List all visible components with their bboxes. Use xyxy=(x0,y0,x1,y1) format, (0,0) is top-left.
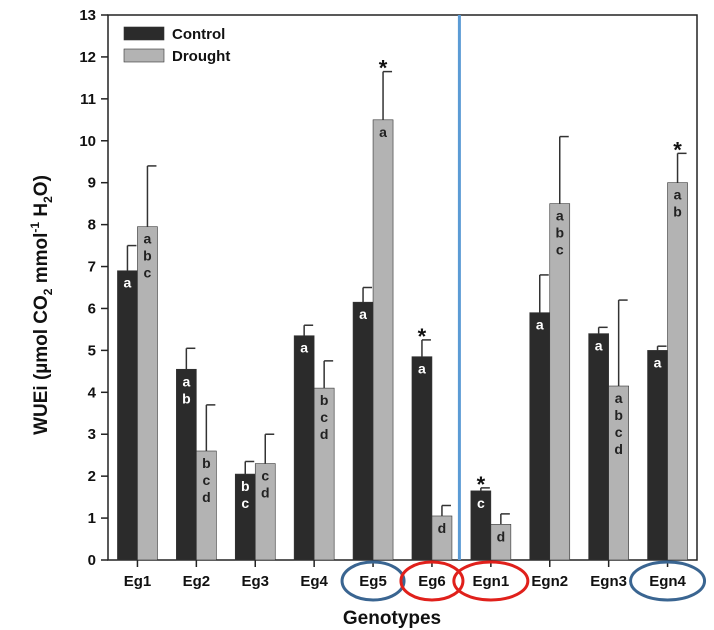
x-axis: Eg1 Eg2 Eg3 Eg4 Eg5 Eg6 Egn1 Egn2 Egn3 Egn4 xyxy=(124,560,687,590)
highlight-circle xyxy=(399,560,465,602)
y-tick-label: 4 xyxy=(88,384,97,401)
significance-letter: d xyxy=(497,528,506,544)
significance-letter: c xyxy=(615,424,623,440)
bar-control xyxy=(352,301,374,561)
y-tick-label: 2 xyxy=(88,468,96,485)
x-tick-label: Eg6 xyxy=(418,573,446,590)
y-title-part-d: O) xyxy=(31,175,52,196)
significance-letter: a xyxy=(556,208,564,224)
y-tick-label: 0 xyxy=(88,552,96,569)
significance-star: * xyxy=(379,56,388,81)
y-tick-label: 10 xyxy=(79,133,96,150)
highlight-circle xyxy=(340,560,406,602)
y-tick-label: 12 xyxy=(79,49,96,66)
y-tick-label: 7 xyxy=(88,259,96,276)
y-tick-label: 3 xyxy=(88,426,96,443)
y-title-sub-1: 2 xyxy=(41,288,55,295)
significance-letter: b xyxy=(614,407,623,423)
x-tick-label: Eg3 xyxy=(241,573,269,590)
bar-control xyxy=(117,270,138,561)
significance-letter: b xyxy=(673,204,682,220)
bar-drought xyxy=(372,119,394,561)
significance-star: * xyxy=(418,324,427,349)
y-title-part-b: mmol xyxy=(31,233,52,289)
legend-label-drought: Drought xyxy=(172,48,230,65)
bar-control xyxy=(293,335,315,561)
plot-frame xyxy=(107,14,698,561)
significance-letter: a xyxy=(654,354,662,370)
x-axis-title: Genotypes xyxy=(343,608,441,629)
significance-letter: b xyxy=(182,390,191,406)
y-tick-label: 6 xyxy=(88,300,96,317)
significance-letter: c xyxy=(261,468,269,484)
significance-letter: b xyxy=(320,392,329,408)
significance-letter: d xyxy=(614,441,623,457)
y-tick-label: 1 xyxy=(88,510,96,527)
significance-letter: d xyxy=(202,489,211,505)
highlight-circle xyxy=(629,560,707,602)
bar-drought xyxy=(667,182,688,561)
significance-letter: c xyxy=(556,242,564,258)
significance-letter: b xyxy=(241,478,250,494)
y-title-sub-2: 2 xyxy=(41,196,55,203)
significance-letter: c xyxy=(320,409,328,425)
significance-letter: a xyxy=(379,124,387,140)
significance-letter: a xyxy=(418,361,426,377)
significance-letter: d xyxy=(320,426,329,442)
significance-letter: b xyxy=(555,225,564,241)
x-tick-label: Egn4 xyxy=(649,573,686,590)
bar-control xyxy=(647,350,668,561)
legend: Control Drought xyxy=(123,26,230,65)
significance-letter: a xyxy=(615,390,623,406)
x-tick-label: Egn2 xyxy=(531,573,568,590)
significance-letter: a xyxy=(300,340,308,356)
significance-letter: c xyxy=(241,495,249,511)
x-tick-label: Egn1 xyxy=(473,573,510,590)
x-tick-label: Eg5 xyxy=(359,573,387,590)
legend-swatch-control xyxy=(123,26,165,41)
significance-letter: a xyxy=(182,373,190,389)
x-tick-label: Eg2 xyxy=(183,573,211,590)
significance-letter: d xyxy=(438,520,447,536)
significance-letter: c xyxy=(477,495,485,511)
y-title-part-c: H xyxy=(31,203,52,222)
y-tick-label: 13 xyxy=(79,7,96,24)
significance-letter: a xyxy=(124,275,132,291)
significance-letter: c xyxy=(144,265,152,281)
x-tick-label: Egn3 xyxy=(590,573,627,590)
significance-letter: a xyxy=(595,338,603,354)
highlight-circle xyxy=(452,560,530,602)
x-tick-label: Eg4 xyxy=(300,573,328,590)
significance-letter: b xyxy=(143,248,152,264)
plot-area xyxy=(107,14,698,561)
x-tick-label: Eg1 xyxy=(124,573,152,590)
y-tick-label: 9 xyxy=(88,175,96,192)
y-tick-label: 11 xyxy=(80,91,96,108)
significance-letter: c xyxy=(202,472,210,488)
bar-control xyxy=(529,312,551,561)
significance-letter: a xyxy=(144,231,152,247)
significance-letter: b xyxy=(202,455,211,471)
y-title-part-a: WUEi (µmol CO xyxy=(31,295,52,435)
bar-control xyxy=(411,356,433,561)
y-tick-label: 8 xyxy=(88,217,96,234)
legend-label-control: Control xyxy=(172,26,225,43)
significance-letter: a xyxy=(536,317,544,333)
bar-control xyxy=(588,333,609,561)
significance-letter: d xyxy=(261,485,270,501)
overlays: * * * * xyxy=(340,15,707,602)
significance-star: * xyxy=(477,472,486,497)
y-axis-title: WUEi (µmol CO2 mmol-1 H2O) xyxy=(28,175,55,435)
significance-letter: a xyxy=(674,187,682,203)
legend-swatch-drought xyxy=(123,48,165,63)
significance-letter: a xyxy=(359,306,367,322)
significance-star: * xyxy=(673,137,682,162)
y-tick-label: 5 xyxy=(88,342,96,359)
y-title-sup: -1 xyxy=(28,222,42,233)
